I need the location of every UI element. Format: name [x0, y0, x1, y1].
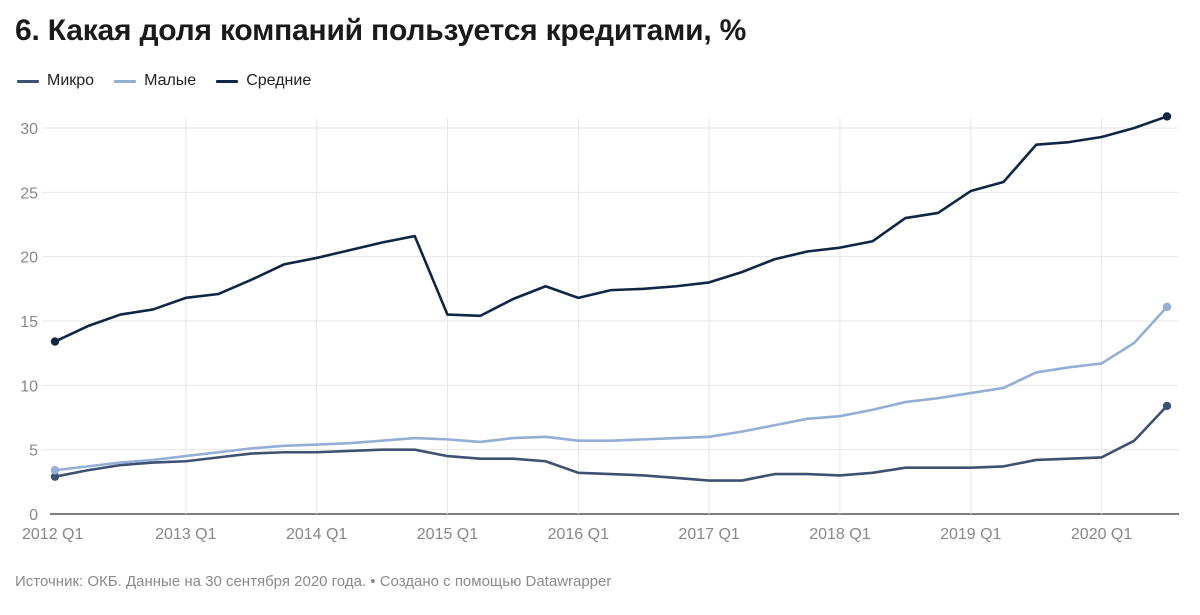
legend-label-micro: Микро: [47, 72, 95, 89]
source-note: Источник: ОКБ. Данные на 30 сентября 202…: [15, 573, 367, 590]
x-tick-label-3: 2015 Q1: [417, 526, 478, 543]
legend-item-small: Малые: [114, 72, 196, 90]
legend-swatch-micro: [17, 79, 39, 83]
y-tick-label-10: 10: [20, 378, 38, 395]
series-lines: [50, 112, 1172, 482]
footer: Источник: ОКБ. Данные на 30 сентября 202…: [15, 573, 611, 590]
series-line-0: [53, 404, 1169, 482]
legend-swatch-small: [114, 79, 137, 83]
credit-note: Создано с помощью Datawrapper: [379, 573, 612, 590]
legend-label-medium: Средние: [246, 72, 312, 89]
series-end-point-0: [1162, 401, 1172, 411]
series-line-2: [53, 115, 1169, 343]
legend-item-medium: Средние: [216, 72, 311, 90]
x-tick-label-5: 2017 Q1: [678, 526, 739, 543]
footer-separator: •: [370, 573, 376, 590]
x-tick-label-1: 2013 Q1: [155, 526, 216, 543]
x-tick-label-8: 2020 Q1: [1071, 526, 1132, 543]
legend-item-micro: Микро: [17, 72, 94, 90]
series-end-point-2: [1162, 112, 1172, 121]
series-line-1: [53, 305, 1169, 472]
y-tick-label-20: 20: [20, 250, 38, 267]
legend-label-small: Малые: [144, 72, 197, 89]
series-start-point-2: [50, 337, 60, 346]
series-start-point-1: [50, 466, 60, 475]
x-tick-label-7: 2019 Q1: [940, 526, 1001, 543]
x-axis: 2012 Q1 2013 Q1 2014 Q1 2015 Q1 2016 Q1 2017 …: [22, 526, 1132, 543]
y-tick-label-15: 15: [20, 314, 38, 331]
y-axis: 0 5 10 15 20 25 30: [20, 121, 38, 524]
y-tick-label-5: 5: [29, 443, 38, 460]
x-tick-label-0: 2012 Q1: [22, 526, 83, 543]
x-tick-label-6: 2018 Q1: [809, 526, 870, 543]
y-tick-label-25: 25: [20, 185, 38, 202]
legend-swatch-medium: [216, 79, 239, 83]
y-tick-label-0: 0: [29, 507, 38, 524]
chart-title: 6. Какая доля компаний пользуется кредит…: [15, 14, 747, 47]
legend: Микро Малые Средние: [17, 72, 311, 90]
series-start-point-0: [50, 472, 60, 481]
y-tick-label-30: 30: [20, 121, 38, 138]
x-tick-label-2: 2014 Q1: [286, 526, 347, 543]
x-tick-label-4: 2016 Q1: [548, 526, 609, 543]
series-end-point-1: [1162, 302, 1172, 312]
